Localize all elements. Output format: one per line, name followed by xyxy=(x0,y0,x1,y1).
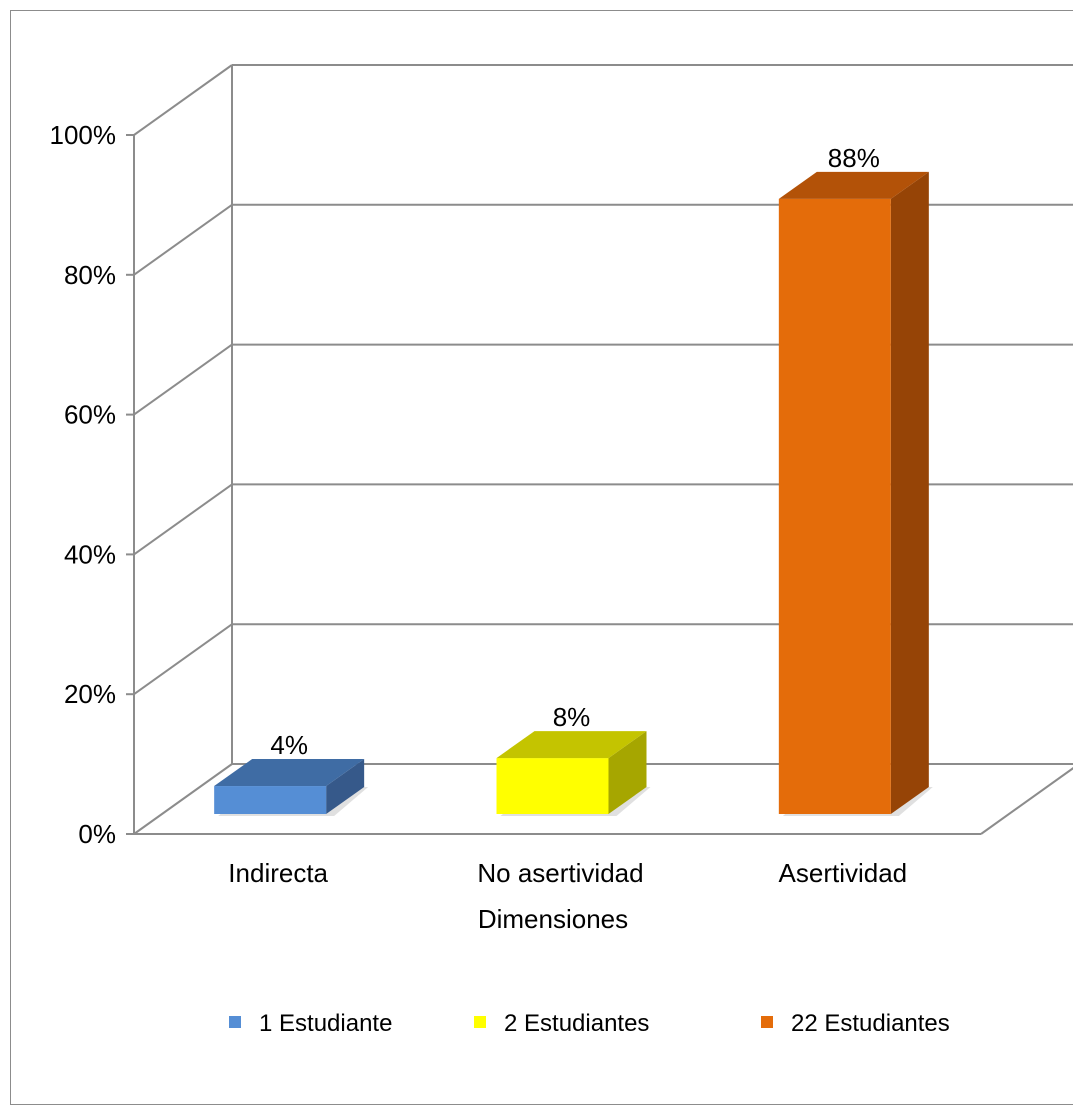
x-axis-tick-labels: Indirecta No asertividad Asertividad xyxy=(228,858,907,888)
bar-top-0 xyxy=(214,759,365,787)
bar-1 xyxy=(496,758,609,814)
gridline-side-4 xyxy=(133,203,233,276)
legend-entry: 1 Estudiante xyxy=(259,1010,392,1037)
legend: 1 Estudiante 2 Estudiantes 22 Estudiantes xyxy=(229,1010,950,1037)
gridline-side-2 xyxy=(133,483,233,556)
y-tick-label: 0% xyxy=(78,819,116,849)
x-tick-label: Indirecta xyxy=(228,858,328,888)
data-label: 4% xyxy=(270,730,308,760)
legend-entry: 2 Estudiantes xyxy=(504,1010,649,1037)
bar-side-1 xyxy=(608,731,647,814)
y-tick-label: 100% xyxy=(50,120,117,150)
y-tick-label: 80% xyxy=(64,260,116,290)
legend-entry: 22 Estudiantes xyxy=(791,1010,950,1037)
bar-top-1 xyxy=(496,731,647,759)
x-axis-title: Dimensiones xyxy=(478,904,628,934)
gridline-side-0 xyxy=(133,763,233,835)
floor-right-edge xyxy=(980,767,1073,835)
data-labels: 4% 8% 88% xyxy=(270,143,879,760)
bar-top-2 xyxy=(778,171,929,199)
bar-side-0 xyxy=(326,759,365,814)
y-tick-label: 40% xyxy=(64,539,116,569)
bar-side-2 xyxy=(890,171,929,814)
data-label: 8% xyxy=(553,702,591,732)
y-tick-label: 20% xyxy=(64,679,116,709)
x-tick-label: Asertividad xyxy=(779,858,908,888)
bar-2 xyxy=(778,198,891,814)
gridline-side-3 xyxy=(133,343,233,416)
chart-frame: 0% 20% 40% 60% 80% 100% 4% 8% 88% Indirecta No a… xyxy=(10,10,1073,1105)
legend-swatch-2 xyxy=(761,1016,773,1028)
x-tick-label: No asertividad xyxy=(477,858,643,888)
gridlines xyxy=(126,64,1073,835)
bar-chart: 0% 20% 40% 60% 80% 100% 4% 8% 88% Indirecta No a… xyxy=(50,64,1073,1037)
bar-0 xyxy=(214,786,327,814)
gridline-side-5 xyxy=(133,64,233,136)
y-axis-tick-labels: 0% 20% 40% 60% 80% 100% xyxy=(50,120,117,849)
legend-swatch-0 xyxy=(229,1016,241,1028)
gridline-side-1 xyxy=(133,623,233,696)
legend-swatch-1 xyxy=(474,1016,486,1028)
data-label: 88% xyxy=(828,143,880,173)
bars xyxy=(214,171,933,816)
y-tick-label: 60% xyxy=(64,400,116,430)
